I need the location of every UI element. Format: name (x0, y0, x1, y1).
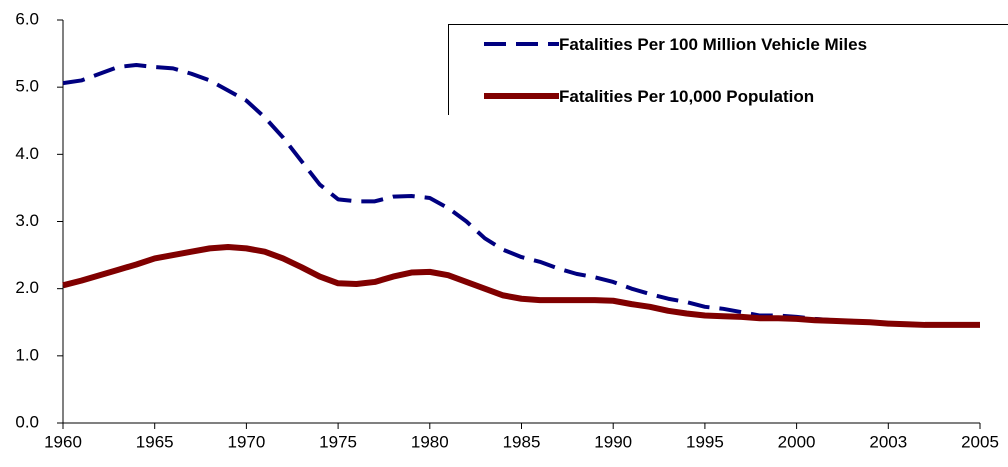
x-tick-label: 1985 (503, 432, 541, 451)
legend-label: Fatalities Per 100 Million Vehicle Miles (559, 35, 868, 54)
x-tick-label: 2000 (778, 432, 816, 451)
y-tick-label: 4.0 (15, 144, 39, 163)
y-tick-label: 3.0 (15, 211, 39, 230)
y-tick-label: 2.0 (15, 278, 39, 297)
x-tick-label: 1975 (319, 432, 357, 451)
x-tick-label: 1970 (227, 432, 265, 451)
y-tick-label: 5.0 (15, 77, 39, 96)
x-tick-label: 1980 (411, 432, 449, 451)
x-tick-label: 1965 (136, 432, 174, 451)
legend-label: Fatalities Per 10,000 Population (559, 87, 815, 106)
x-tick-label: 2003 (869, 432, 907, 451)
x-tick-label: 2005 (961, 432, 999, 451)
legend-swatch (484, 42, 559, 46)
legend: Fatalities Per 100 Million Vehicle Miles… (448, 24, 1008, 115)
legend-entry: Fatalities Per 10,000 Population (449, 87, 949, 106)
x-tick-label: 1960 (44, 432, 82, 451)
series-line (62, 244, 980, 328)
x-tick-label: 1995 (686, 432, 724, 451)
legend-entry: Fatalities Per 100 Million Vehicle Miles (449, 35, 949, 54)
x-tick-label: 1990 (594, 432, 632, 451)
legend-swatch (484, 93, 559, 99)
y-tick-label: 1.0 (15, 345, 39, 364)
y-tick-label: 0.0 (15, 412, 39, 431)
y-tick-label: 6.0 (15, 9, 39, 28)
